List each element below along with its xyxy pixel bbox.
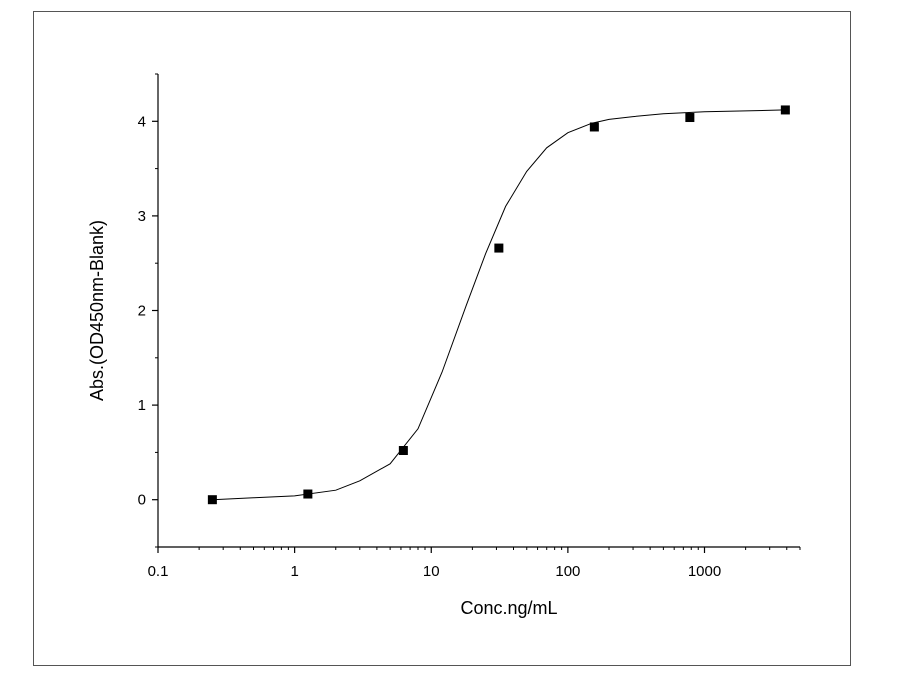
data-point [207, 495, 217, 505]
y-tick-label: 4 [138, 113, 146, 130]
x-tick-label: 0.1 [148, 563, 169, 580]
y-tick-label: 2 [138, 303, 146, 320]
y-tick-label: 1 [138, 397, 146, 414]
x-ticks: 0.1 1 10 100 1000 [148, 547, 801, 580]
data-point [685, 113, 695, 123]
x-tick-label: 1000 [688, 563, 721, 580]
y-tick-label: 0 [138, 492, 146, 509]
data-point [398, 446, 408, 456]
y-ticks: 0 1 2 3 4 [138, 73, 158, 548]
data-markers [207, 105, 790, 505]
data-point [780, 105, 790, 115]
data-point [494, 243, 504, 253]
x-tick-label: 10 [423, 563, 440, 580]
data-point [589, 122, 599, 132]
figure-frame [33, 11, 851, 666]
x-axis-title: Conc.ng/mL [460, 598, 557, 618]
x-tick-label: 1 [290, 563, 298, 580]
data-point [303, 489, 313, 499]
y-tick-label: 3 [138, 208, 146, 225]
x-tick-label: 100 [555, 563, 580, 580]
axes: 0 1 2 3 4 0.1 1 10 100 1000 [138, 73, 801, 580]
fit-curve [212, 109, 786, 501]
y-axis-title: Abs.(OD450nm-Blank) [87, 220, 107, 401]
